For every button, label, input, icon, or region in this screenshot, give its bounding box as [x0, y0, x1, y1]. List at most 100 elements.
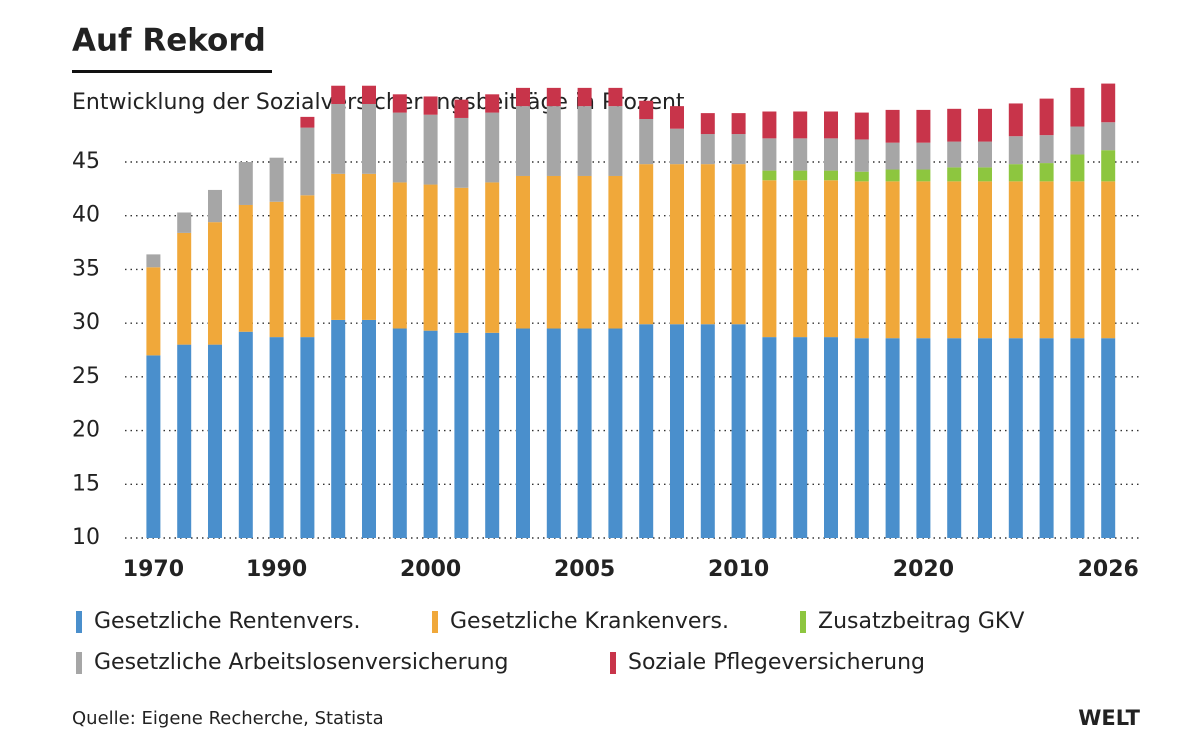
legend-swatch — [610, 652, 616, 674]
bar-segment — [546, 106, 561, 176]
bar-segment — [947, 338, 962, 538]
bar-segment — [577, 328, 592, 538]
legend-swatch — [432, 611, 438, 633]
bar-segment — [331, 173, 346, 320]
bar-segment — [300, 127, 315, 196]
bar-segment — [947, 141, 962, 168]
bar-segment — [608, 175, 623, 329]
bar-segment — [731, 164, 746, 325]
y-tick-label: 10 — [72, 525, 100, 550]
bar-segment — [362, 85, 376, 104]
bar-segment — [362, 319, 376, 538]
bar-segment — [916, 181, 931, 339]
bar-segment — [146, 254, 161, 268]
bar-segment — [885, 338, 900, 538]
bar-segment — [670, 164, 684, 325]
bar-segment — [639, 119, 654, 165]
bar-segment — [392, 112, 407, 183]
bar-segment — [885, 169, 900, 182]
bar-segment — [854, 338, 869, 538]
bar-segment — [208, 344, 222, 538]
bar-segment — [392, 94, 407, 113]
bar-segment — [485, 182, 500, 333]
bar-segment — [362, 103, 376, 174]
x-tick-label: 1990 — [246, 557, 307, 582]
bar-segment — [1008, 136, 1023, 165]
bar-segment — [1070, 338, 1085, 538]
bar-segment — [762, 111, 777, 139]
bar-segment — [1039, 181, 1054, 339]
bar-segment — [762, 170, 777, 181]
x-tick-label: 2005 — [554, 557, 615, 582]
bar-segment — [546, 87, 561, 107]
bar-segment — [824, 170, 838, 181]
bar-segment — [670, 106, 684, 129]
bar-segment — [700, 164, 715, 325]
bar-segment — [947, 181, 962, 339]
bar-segment — [1008, 164, 1023, 182]
subtitle: Entwicklung der Sozialversicherungsbeitr… — [72, 90, 685, 115]
bar-segment — [947, 108, 962, 142]
bar-segment — [824, 111, 838, 139]
bar-segment — [146, 355, 161, 538]
bar-segment — [608, 87, 623, 107]
bar-segment — [177, 212, 192, 233]
bar-segment — [885, 142, 900, 170]
x-tick-label: 2026 — [1078, 557, 1139, 582]
bar-segment — [1070, 126, 1085, 155]
bar-segment — [1070, 154, 1085, 182]
bar-segment — [423, 114, 438, 185]
bar-segment — [1039, 163, 1054, 182]
bar-segment — [885, 181, 900, 339]
bar-segment — [238, 331, 253, 538]
chart-title: Auf Rekord — [72, 23, 266, 59]
bar-segment — [762, 180, 777, 338]
bar-segment — [1039, 98, 1054, 136]
bar-segment — [546, 175, 561, 329]
bar-segment — [146, 267, 161, 356]
y-tick-label: 35 — [72, 256, 100, 281]
bar-segment — [423, 184, 438, 331]
bar-segment — [300, 116, 315, 128]
bar-segment — [916, 169, 931, 182]
bar-segment — [916, 338, 931, 538]
bar-segment — [238, 162, 253, 205]
x-tick-label: 2010 — [708, 557, 769, 582]
bar-segment — [1008, 181, 1023, 339]
y-tick-label: 45 — [72, 149, 100, 174]
bar-segment — [731, 113, 746, 135]
bar-segment — [793, 138, 808, 171]
bar-segment — [854, 181, 869, 339]
bar-segment — [639, 324, 654, 538]
bar-segment — [1101, 150, 1116, 182]
bar-segment — [238, 204, 253, 332]
bar-segment — [269, 337, 284, 538]
bar-segment — [546, 328, 561, 538]
bar-segment — [854, 112, 869, 140]
bar-segment — [639, 164, 654, 325]
bar-segment — [1039, 338, 1054, 538]
legend-label: Gesetzliche Krankenvers. — [450, 609, 729, 634]
bar-segment — [331, 319, 346, 538]
bar-segment — [269, 157, 284, 202]
legend-label: Gesetzliche Arbeitslosenversicherung — [94, 650, 509, 675]
bar-segment — [978, 108, 992, 142]
bar-segment — [516, 87, 530, 107]
bar-segment — [1039, 135, 1054, 164]
bar-segment — [208, 189, 222, 223]
bar-segment — [516, 106, 530, 176]
bar-segment — [423, 96, 438, 115]
bar-segment — [485, 94, 500, 113]
legend-label: Gesetzliche Rentenvers. — [94, 609, 360, 634]
bar-segment — [700, 113, 715, 135]
bar-segment — [331, 85, 346, 104]
legend-swatch — [76, 611, 82, 633]
legend-label: Zusatzbeitrag GKV — [818, 609, 1024, 634]
bar-segment — [577, 106, 592, 176]
bar-segment — [916, 109, 931, 143]
bar-segment — [577, 87, 592, 107]
bar-segment — [793, 170, 808, 181]
bar-segment — [1070, 181, 1085, 339]
bar-segment — [485, 112, 500, 183]
